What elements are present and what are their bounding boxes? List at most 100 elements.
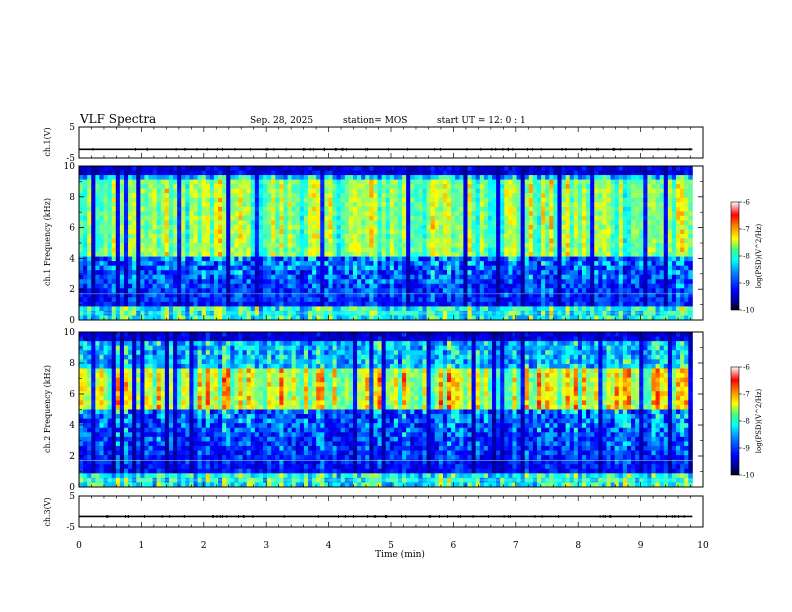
- spectrogram-cell: [397, 247, 403, 253]
- spectrogram-cell: [508, 238, 513, 244]
- spectrogram-cell: [414, 202, 419, 208]
- spectrogram-cell: [402, 283, 407, 289]
- spectrogram-cell: [373, 256, 378, 262]
- spectrogram-cell: [447, 206, 452, 212]
- spectrogram-cell: [222, 288, 227, 294]
- spectrogram-cell: [303, 292, 309, 298]
- spectrogram-cell: [647, 206, 652, 212]
- spectrogram-cell: [553, 188, 558, 194]
- spectrogram-cell: [168, 188, 174, 194]
- spectrogram-cell: [238, 166, 243, 171]
- spectrogram-cell: [520, 188, 526, 194]
- spectrogram-cell: [602, 247, 607, 253]
- spectrogram-cell: [414, 279, 419, 285]
- spectrogram-cell: [299, 170, 305, 176]
- spectrogram-cell: [381, 283, 387, 289]
- spectrogram-cell: [422, 265, 427, 271]
- spectrogram-cell: [451, 306, 456, 312]
- spectrogram-cell: [279, 179, 284, 185]
- spectrogram-cell: [467, 229, 472, 235]
- spectrogram-cell: [168, 229, 174, 235]
- spectrogram-cell: [520, 224, 526, 230]
- spectrogram-cell: [177, 252, 182, 257]
- spectrogram-cell: [348, 175, 354, 180]
- spectrogram-cell: [168, 211, 174, 217]
- spectrogram-cell: [295, 170, 301, 176]
- spectrogram-cell: [115, 184, 121, 190]
- spectrogram-cell: [103, 265, 109, 271]
- spectrogram-cell: [160, 211, 166, 217]
- spectrogram-cell: [234, 211, 239, 217]
- spectrogram-cell: [361, 301, 366, 307]
- spectrogram-cell: [213, 215, 219, 221]
- spectrogram-cell: [344, 274, 350, 280]
- spectrogram-cell: [492, 175, 497, 180]
- spectrogram-cell: [173, 306, 178, 312]
- spectrogram-cell: [647, 301, 652, 307]
- spectrogram-cell: [234, 247, 239, 253]
- spectrogram-cell: [561, 170, 567, 176]
- spectrogram-cell: [406, 274, 411, 280]
- spectrogram-cell: [246, 211, 252, 217]
- spectrogram-cell: [610, 261, 616, 267]
- spectrogram-cell: [479, 179, 485, 185]
- spectrogram-cell: [258, 265, 264, 271]
- spectrogram-cell: [397, 256, 403, 262]
- spectrogram-cell: [434, 288, 440, 294]
- spectrogram-cell: [205, 238, 211, 244]
- spectrogram-cell: [528, 202, 534, 208]
- spectrogram-cell: [148, 215, 154, 221]
- spectrogram-cell: [160, 202, 166, 208]
- spectrogram-cell: [487, 315, 493, 321]
- spectrogram-cell: [271, 243, 276, 248]
- spectrogram-cell: [173, 220, 178, 226]
- spectrogram-cell: [541, 224, 546, 230]
- spectrogram-cell: [459, 220, 464, 226]
- spectrogram-cell: [426, 211, 432, 217]
- spectrogram-cell: [496, 288, 501, 294]
- spectrogram-cell: [267, 283, 272, 289]
- spectrogram-cell: [381, 224, 387, 230]
- spectrogram-cell: [467, 211, 472, 217]
- spectrogram-cell: [549, 193, 554, 199]
- spectrogram-cell: [598, 233, 603, 239]
- spectrogram-cell: [545, 256, 550, 262]
- spectrogram-cell: [205, 170, 211, 176]
- spectrogram-cell: [643, 233, 648, 239]
- spectrogram-cell: [397, 265, 403, 271]
- spectrogram-cell: [549, 270, 554, 276]
- spectrogram-cell: [123, 229, 129, 235]
- start-ut-label: start UT = 12: 0 : 1: [437, 116, 526, 126]
- spectrogram-cell: [528, 197, 534, 203]
- spectrogram-cell: [426, 261, 432, 267]
- spectrogram-cell: [238, 252, 243, 257]
- spectrogram-cell: [520, 283, 526, 289]
- spectrogram-cell: [455, 170, 460, 176]
- spectrogram-cell: [91, 224, 96, 230]
- spectrogram-cell: [639, 288, 644, 294]
- spectrogram-cell: [426, 256, 432, 262]
- spectrogram-cell: [577, 247, 583, 253]
- spectrogram-cell: [606, 233, 612, 239]
- spectrogram-cell: [377, 206, 383, 212]
- spectrogram-cell: [553, 238, 558, 244]
- spectrogram-cell: [148, 193, 154, 199]
- spectrogram-cell: [389, 243, 395, 248]
- spectrogram-cell: [442, 184, 448, 190]
- spectrogram-cell: [602, 243, 607, 248]
- spectrogram-cell: [377, 170, 383, 176]
- spectrogram-cell: [586, 220, 591, 226]
- spectrogram-cell: [451, 283, 456, 289]
- spectrogram-cell: [148, 315, 154, 321]
- spectrogram-cell: [263, 283, 268, 289]
- spectrogram-cell: [496, 265, 501, 271]
- spectrogram-cell: [442, 197, 448, 203]
- spectrogram-cell: [479, 274, 485, 280]
- spectrogram-cell: [365, 274, 370, 280]
- spectrogram-cell: [119, 238, 125, 244]
- spectrogram-cell: [128, 297, 133, 303]
- spectrogram-cell: [218, 265, 223, 271]
- spectrogram-cell: [299, 247, 305, 253]
- spectrogram-cell: [655, 211, 661, 217]
- spectrogram-cell: [618, 315, 624, 321]
